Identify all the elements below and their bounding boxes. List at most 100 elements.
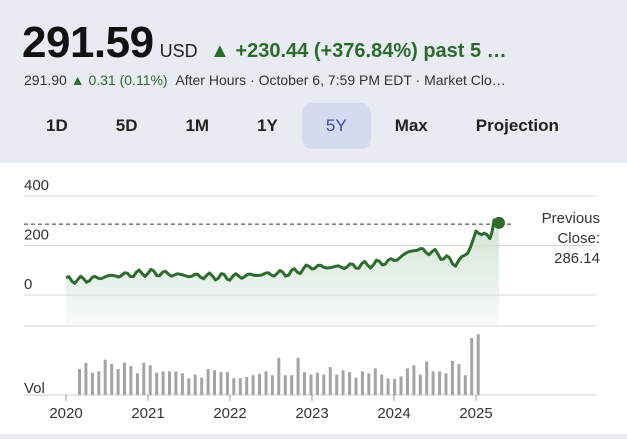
volume-bar <box>303 372 306 395</box>
volume-bar <box>296 357 300 395</box>
volume-bar <box>354 377 358 395</box>
volume-bar <box>251 375 255 395</box>
volume-bar <box>405 368 409 395</box>
volume-bar <box>360 371 364 395</box>
volume-bar <box>380 374 384 395</box>
last-price-dot <box>492 216 505 229</box>
after-hours-price: 291.90 <box>24 72 67 88</box>
x-tick-label: 2020 <box>49 405 82 422</box>
up-arrow-icon: ▲ <box>70 72 85 88</box>
previous-close-label: Close: <box>557 230 600 247</box>
volume-bar <box>367 373 371 395</box>
volume-bar <box>148 365 152 395</box>
volume-bar <box>258 373 261 395</box>
volume-bar <box>155 372 159 395</box>
volume-bar <box>193 374 197 395</box>
volume-bar <box>412 365 416 395</box>
volume-bar <box>322 374 326 395</box>
volume-bar <box>213 370 216 395</box>
x-tick-label: 2023 <box>295 405 328 422</box>
volume-bar <box>168 371 171 395</box>
volume-bar <box>245 377 249 395</box>
price-row: 291.59 USD ▲ +230.44 (+376.84%) past 5 … <box>22 18 507 68</box>
x-tick-label: 2025 <box>459 405 492 422</box>
volume-bar <box>232 378 236 395</box>
volume-bar <box>463 375 467 395</box>
tab-5d[interactable]: 5D <box>115 116 138 135</box>
tab-1d[interactable]: 1D <box>46 116 68 135</box>
change-text: +230.44 (+376.84%) past 5 … <box>235 40 507 62</box>
volume-bar <box>219 372 223 395</box>
price-line <box>65 218 500 285</box>
y-tick-label: 0 <box>24 276 32 293</box>
volume-bar <box>103 359 107 395</box>
y-tick-label: 400 <box>24 177 49 194</box>
volume-bar <box>335 374 339 395</box>
volume-bar <box>328 367 332 395</box>
volume-bar <box>78 369 81 395</box>
volume-bar <box>450 360 454 395</box>
volume-bar <box>238 378 242 395</box>
volume-bar <box>200 377 204 395</box>
volume-bar <box>90 372 94 395</box>
tab-projection[interactable]: Projection <box>475 116 559 135</box>
current-price: 291.59 <box>22 18 154 67</box>
y-tick-label: 200 <box>24 227 49 244</box>
volume-bar <box>290 375 294 395</box>
up-arrow-icon: ▲ <box>210 40 230 62</box>
chart-area[interactable]: 400 200 0 Previous Close: 286.14 Vol 2020 2021 20… <box>0 163 627 434</box>
volume-bar <box>264 371 268 395</box>
tab-1m[interactable]: 1M <box>185 116 210 135</box>
volume-bar <box>438 371 442 395</box>
previous-close-label: 286.14 <box>554 250 600 267</box>
tab-5y[interactable]: 5Y <box>301 103 371 149</box>
volume-bar <box>180 373 184 395</box>
volume-bar <box>386 378 390 395</box>
volume-bar <box>161 371 165 395</box>
volume-bar <box>135 373 139 395</box>
volume-bar <box>174 371 178 395</box>
volume-bar <box>283 375 287 395</box>
volume-bar <box>97 371 101 395</box>
volume-bar <box>225 372 229 395</box>
volume-bar <box>341 370 345 395</box>
after-hours-row: 291.90 ▲ 0.31 (0.11%) After Hours · Octo… <box>24 72 506 88</box>
volume-bar <box>315 372 319 395</box>
volume-label: Vol <box>24 380 45 397</box>
volume-bar <box>187 378 191 395</box>
previous-close-label: Previous <box>542 210 600 227</box>
volume-bar <box>270 375 274 395</box>
volume-bar <box>309 374 313 395</box>
volume-bar <box>348 372 352 395</box>
volume-bar <box>110 364 114 395</box>
volume-bar <box>418 374 422 395</box>
after-hours-change: ▲ 0.31 (0.11%) <box>71 72 168 88</box>
volume-bar <box>431 371 435 395</box>
volume-bar <box>470 338 474 395</box>
volume-bar <box>129 365 133 395</box>
volume-bar <box>399 376 403 395</box>
x-tick-label: 2021 <box>131 405 164 422</box>
volume-bar <box>116 369 120 395</box>
tab-1y[interactable]: 1Y <box>257 116 278 135</box>
currency-label: USD <box>159 41 198 61</box>
volume-bar <box>393 378 397 395</box>
volume-bar <box>277 357 281 395</box>
after-hours-label: After Hours · October 6, 7:59 PM EDT · M… <box>175 72 506 88</box>
volume-bar <box>206 369 210 395</box>
range-tabs: 1D 5D 1M 1Y 5Y Max Projection <box>22 103 583 149</box>
volume-bar <box>373 368 377 395</box>
x-tick-label: 2022 <box>213 405 246 422</box>
volume-bar <box>457 364 461 395</box>
volume-bar <box>84 362 88 395</box>
volume-bar <box>476 334 480 395</box>
after-hours-change-text: 0.31 (0.11%) <box>88 72 168 88</box>
price-change: ▲ +230.44 (+376.84%) past 5 … <box>210 40 507 62</box>
x-tick-label: 2024 <box>377 405 410 422</box>
tab-max[interactable]: Max <box>394 116 428 135</box>
volume-bar <box>444 373 448 395</box>
volume-bar <box>123 362 126 395</box>
volume-bar <box>142 362 146 395</box>
volume-bar <box>425 361 429 395</box>
